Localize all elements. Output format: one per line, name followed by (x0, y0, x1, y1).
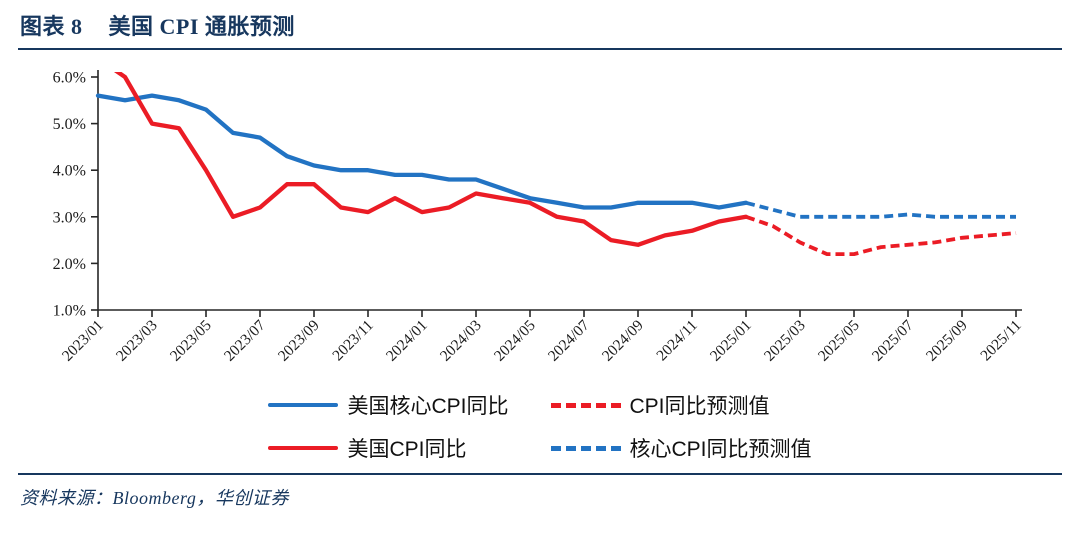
x-tick-label: 2023/07 (221, 317, 269, 365)
legend-label: 美国核心CPI同比 (347, 395, 509, 418)
x-tick-label: 2024/05 (491, 317, 539, 365)
figure-title: 图表 8 美国 CPI 通胀预测 (0, 0, 1080, 41)
x-tick-label: 2025/07 (869, 317, 917, 365)
y-tick-label: 5.0% (53, 116, 86, 133)
x-tick-label: 2023/03 (113, 317, 161, 365)
solid-line-swatch (268, 402, 339, 408)
x-tick-label: 2025/03 (761, 317, 809, 365)
x-tick-label: 2024/09 (599, 317, 647, 365)
x-tick-label: 2023/09 (275, 317, 323, 365)
legend-item-core-cpi-forecast: 核心CPI同比预测值 (550, 433, 812, 463)
x-tick-label: 2024/11 (653, 317, 701, 365)
source-note: 资料来源：Bloomberg，华创证券 (20, 488, 289, 508)
legend-item-cpi-yoy: 美国CPI同比 (268, 433, 508, 463)
chart-legend: 美国核心CPI同比 CPI同比预测值美国CPI同比 核心CPI同比预测值 (268, 390, 812, 463)
x-tick-label: 2025/09 (923, 317, 971, 365)
cpi-line-chart: 6.0%5.0%4.0%3.0%2.0%1.0%2023/01 2023/03 20… (53, 70, 1025, 365)
x-tick-label: 2023/05 (167, 317, 215, 365)
y-tick-label: 6.0% (53, 70, 86, 87)
x-tick-label: 2024/03 (437, 317, 485, 365)
x-tick-label: 2023/01 (59, 317, 107, 365)
y-tick-label: 2.0% (53, 256, 86, 273)
dashed-line-swatch (550, 445, 621, 451)
solid-line-swatch (268, 445, 339, 451)
legend-label: 核心CPI同比预测值 (629, 438, 812, 461)
series-line-core-cpi-yoy (95, 93, 749, 210)
y-tick-label: 4.0% (53, 163, 86, 180)
figure-title-text: 美国 CPI 通胀预测 (108, 14, 295, 39)
legend-label: 美国CPI同比 (347, 438, 467, 461)
divider-bottom (18, 473, 1062, 475)
dashed-line-swatch (550, 402, 621, 408)
y-tick-label: 1.0% (53, 303, 86, 320)
legend-item-cpi-forecast: CPI同比预测值 (550, 390, 812, 420)
x-tick-label: 2024/01 (383, 317, 431, 365)
series-line-cpi-forecast (745, 215, 1017, 257)
cpi-chart: 6.0% 5.0% 4.0% 3.0% 2.0% 1.0% 2023/01 2023/03 20… (0, 54, 1080, 388)
y-tick-label: 3.0% (53, 209, 86, 226)
x-tick-label: 2024/07 (545, 317, 593, 365)
legend-label: CPI同比预测值 (629, 395, 770, 418)
series-line-cpi-yoy (113, 72, 749, 247)
x-tick-label: 2025/05 (815, 317, 863, 365)
x-tick-label: 2023/11 (329, 317, 377, 365)
legend-item-core-cpi-yoy: 美国核心CPI同比 (268, 390, 509, 420)
x-tick-label: 2025/01 (707, 317, 755, 365)
x-tick-label: 2025/11 (977, 317, 1025, 365)
divider-top (18, 48, 1062, 50)
series-line-core-cpi-forecast (745, 200, 1016, 219)
figure-tag: 图表 8 (20, 14, 83, 39)
